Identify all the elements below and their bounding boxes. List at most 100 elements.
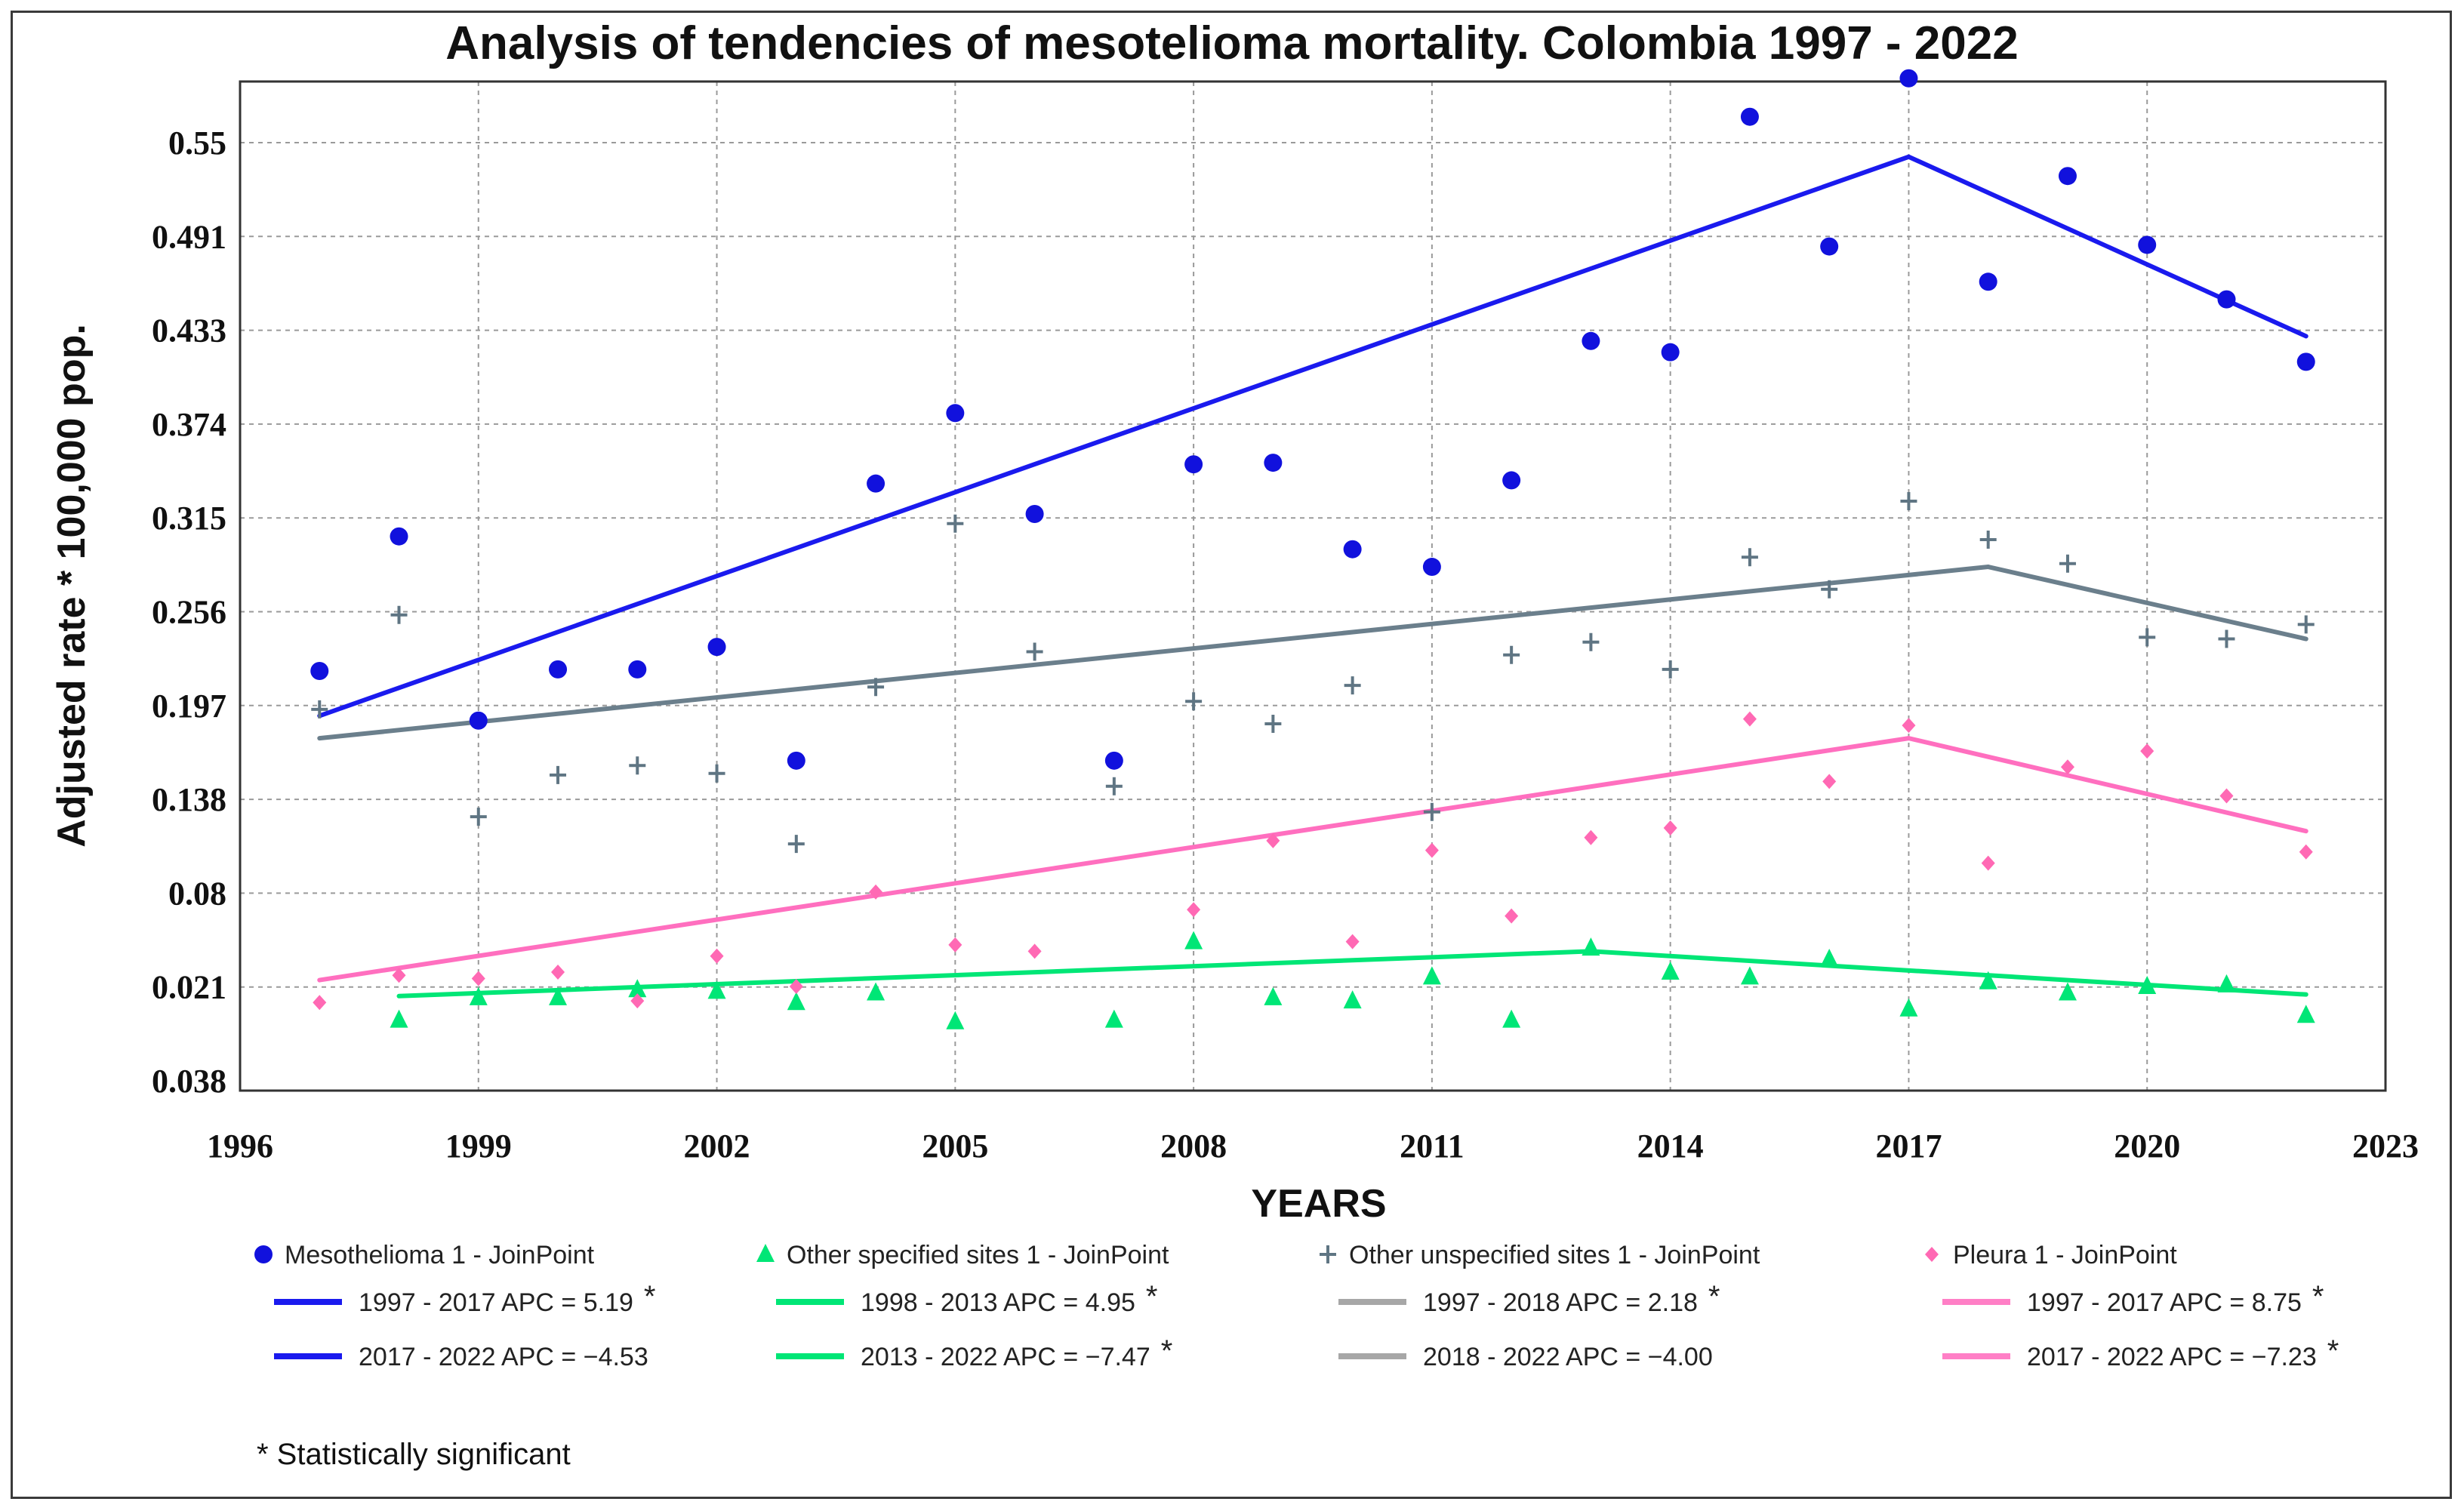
other-data-point (1344, 676, 1361, 695)
y-tick-label: 0.315 (152, 500, 226, 537)
y-tick-label: 0.491 (152, 218, 226, 255)
pleura-data-point (1742, 711, 1757, 727)
x-tick-label: 1996 (207, 1128, 273, 1165)
other-segment-label: 2013 - 2022 APC = −7.47 (861, 1343, 1150, 1371)
x-tick-label: 2002 (684, 1128, 750, 1165)
other-data-point (470, 808, 487, 826)
mesothelioma-data-point (787, 751, 805, 770)
other-data-point (947, 514, 964, 533)
other-data-point (1661, 961, 1680, 980)
mesothelioma-trend-segment-1 (317, 154, 1911, 719)
mesothelioma-data-point (390, 527, 408, 546)
mesothelioma-segment-label: 1997 - 2017 APC = 5.19 (359, 1288, 633, 1317)
y-axis-ticks: 0.038 0.021 0.08 0.138 0.197 0.256 0.315 0.374 0… (152, 125, 226, 1100)
x-tick-label: 1999 (445, 1128, 512, 1165)
other-data-point (708, 764, 725, 783)
other-significance-star: * (1708, 1280, 1720, 1313)
other-data-point (787, 992, 805, 1011)
y-tick-label: 0.374 (152, 406, 226, 443)
pleura-data-point (471, 971, 485, 986)
other-data-point (390, 1009, 408, 1028)
pleura-data-point (1187, 902, 1201, 918)
mesothelioma-data-point (469, 711, 488, 730)
y-tick-label: 0.256 (152, 594, 226, 631)
other-data-point (1582, 937, 1600, 956)
mesothelioma-data-point (707, 638, 726, 657)
chart-frame (11, 11, 2452, 1499)
other-segment-label: 1998 - 2013 APC = 4.95 (861, 1288, 1135, 1317)
mesothelioma-data-point (867, 474, 886, 493)
pleura-data-point (869, 884, 883, 900)
other-data-point (2058, 982, 2077, 1001)
x-axis-ticks: 1996 1999 2002 2005 2008 2011 2014 2017 2020 2023 (207, 1128, 2419, 1165)
pleura-significance-star: * (2327, 1334, 2339, 1368)
other-data-point (1185, 692, 1203, 711)
pleura-segment-label: 2017 - 2022 APC = −7.23 (2027, 1343, 2317, 1371)
pleura-legend-label: Pleura 1 - JoinPoint (1953, 1241, 2177, 1269)
pleura-data-point (1424, 842, 1439, 858)
other-data-point (1821, 580, 1838, 599)
other-segment-label: 1997 - 2018 APC = 2.18 (1423, 1288, 1698, 1317)
other-data-point (469, 986, 488, 1005)
y-axis-label: Adjusted rate * 100,000 pop. (50, 324, 94, 848)
pleura-trend-segment-1 (317, 736, 1911, 983)
pleura-data-point (2299, 844, 2313, 860)
y-tick-label: 0.55 (168, 125, 226, 162)
other-data-point (1820, 948, 1839, 967)
other-significance-star: * (1146, 1280, 1158, 1313)
mesothelioma-data-point (1025, 505, 1044, 523)
other-legend-marker (1320, 1245, 1336, 1263)
pleura-data-point (1027, 943, 1042, 959)
other-trend-segment-2 (1588, 949, 2308, 997)
other-data-point (787, 835, 805, 854)
pleura-data-point (392, 968, 406, 983)
other-data-point (1184, 931, 1203, 949)
mesothelioma-data-point (1104, 751, 1123, 770)
pleura-data-point (2219, 788, 2234, 804)
mesothelioma-legend-marker (254, 1245, 273, 1263)
legend: Mesothelioma 1 - JoinPoint 1997 - 2017 AP… (254, 1241, 2339, 1371)
other-legend-marker (756, 1244, 775, 1262)
pleura-data-point (2140, 743, 2154, 759)
other-data-point (1502, 1009, 1521, 1028)
pleura-data-point (551, 964, 565, 980)
pleura-data-point (313, 995, 327, 1011)
pleura-data-point (1981, 855, 1995, 871)
mesothelioma-data-point (946, 404, 965, 423)
x-tick-label: 2023 (2352, 1128, 2419, 1165)
other-data-point (2218, 629, 2235, 648)
pleura-data-point (948, 937, 962, 952)
other-trend-segment-1 (396, 949, 1594, 999)
mesothelioma-data-point (1899, 69, 1918, 88)
other-data-point (1900, 492, 1917, 511)
other-significance-star: * (1161, 1334, 1173, 1368)
mesothelioma-data-point (1343, 540, 1362, 559)
pleura-data-point (2060, 759, 2074, 775)
pleura-segment-label: 1997 - 2017 APC = 8.75 (2027, 1288, 2302, 1317)
mesothelioma-data-point (2217, 290, 2236, 309)
footnote: * Statistically significant (257, 1438, 571, 1471)
pleura-data-point (1505, 908, 1519, 924)
pleura-legend-marker (1925, 1247, 1939, 1262)
mesothelioma-data-point (1582, 331, 1600, 350)
mesothelioma-data-point (1264, 454, 1283, 472)
other-data-point (1423, 802, 1440, 821)
other-data-point (1740, 966, 1759, 985)
mesothelioma-data-point (1740, 107, 1759, 126)
other-data-point (2138, 976, 2157, 995)
other-data-point (946, 1011, 965, 1029)
other-data-point (707, 980, 726, 999)
other-data-point (1979, 971, 1997, 989)
other-data-point (2139, 628, 2156, 647)
other-trend-segment-1 (317, 565, 1991, 741)
y-tick-label: 0.038 (152, 1063, 226, 1100)
other-data-point (2059, 554, 2076, 573)
other-data-point (550, 765, 567, 784)
other-legend-label: Other unspecified sites 1 - JoinPoint (1349, 1241, 1760, 1269)
other-data-point (1503, 645, 1520, 664)
other-data-point (1264, 715, 1282, 734)
other-data-point (2217, 974, 2236, 992)
other-data-point (867, 982, 886, 1001)
other-data-point (311, 700, 328, 719)
pleura-data-point (1584, 829, 1598, 845)
